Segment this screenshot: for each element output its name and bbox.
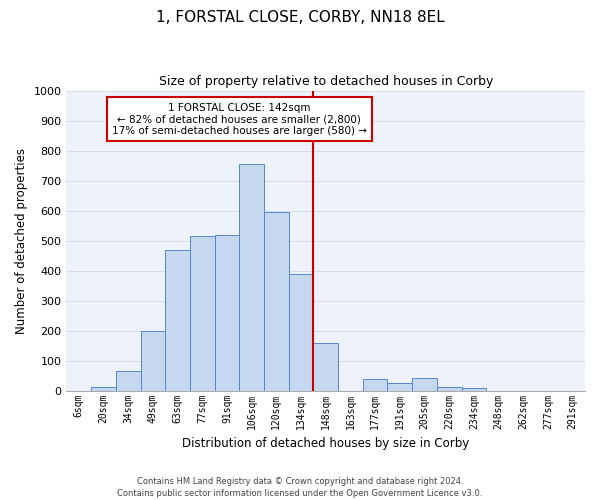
Bar	[363, 378, 388, 390]
Bar	[215, 234, 239, 390]
X-axis label: Distribution of detached houses by size in Corby: Distribution of detached houses by size …	[182, 437, 469, 450]
Y-axis label: Number of detached properties: Number of detached properties	[15, 148, 28, 334]
Text: 1 FORSTAL CLOSE: 142sqm
← 82% of detached houses are smaller (2,800)
17% of semi: 1 FORSTAL CLOSE: 142sqm ← 82% of detache…	[112, 102, 367, 136]
Bar	[289, 274, 313, 390]
Bar	[388, 383, 412, 390]
Bar	[239, 164, 264, 390]
Bar	[91, 387, 116, 390]
Bar	[437, 387, 461, 390]
Text: 1, FORSTAL CLOSE, CORBY, NN18 8EL: 1, FORSTAL CLOSE, CORBY, NN18 8EL	[155, 10, 445, 25]
Text: Contains HM Land Registry data © Crown copyright and database right 2024.
Contai: Contains HM Land Registry data © Crown c…	[118, 476, 482, 498]
Bar	[264, 212, 289, 390]
Bar	[116, 371, 140, 390]
Bar	[313, 342, 338, 390]
Bar	[412, 378, 437, 390]
Title: Size of property relative to detached houses in Corby: Size of property relative to detached ho…	[158, 75, 493, 88]
Bar	[190, 236, 215, 390]
Bar	[140, 330, 165, 390]
Bar	[461, 388, 486, 390]
Bar	[165, 250, 190, 390]
